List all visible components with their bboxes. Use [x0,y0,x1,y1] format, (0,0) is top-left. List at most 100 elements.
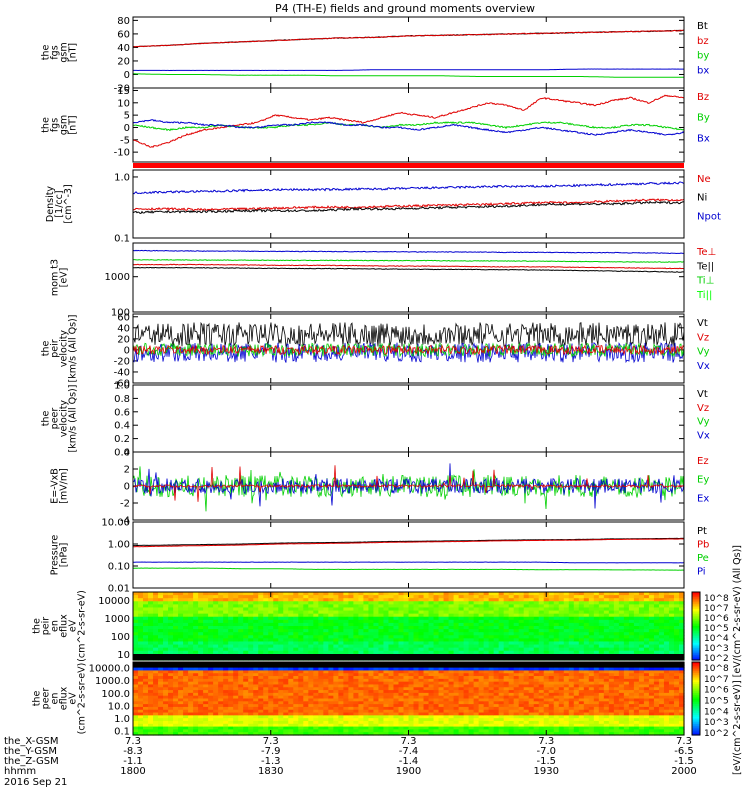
heatmap-cell [548,619,555,624]
heatmap-cell [348,726,354,730]
heatmap-cell [388,638,395,643]
heatmap-cell [293,598,299,602]
heatmap-peir_spectrogram [133,592,685,661]
heatmap-cell [133,667,139,672]
heatmap-cell [398,613,405,618]
heatmap-cell [548,638,555,643]
heatmap-cell [493,664,500,669]
heatmap-cell [203,723,209,728]
heatmap-cell [233,664,239,669]
heatmap-cell [198,695,204,700]
heatmap-cell [313,641,319,646]
heatmap-cell [133,706,139,711]
heatmap-cell [523,695,530,700]
heatmap-cell [248,626,254,630]
heatmap-cell [568,650,575,655]
heatmap-cell [413,632,420,636]
heatmap-cell [248,704,254,708]
heatmap-cell [258,720,264,725]
heatmap-cell [423,607,430,612]
heatmap-cell [498,732,505,736]
heatmap-cell [488,698,495,702]
heatmap-cell [268,720,274,725]
heatmap-cell [438,720,445,725]
heatmap-cell [363,670,370,674]
heatmap-cell [213,616,219,621]
heatmap-cell [528,613,535,618]
heatmap-cell [503,709,510,714]
heatmap-cell [403,690,410,694]
heatmap-cell [483,670,490,674]
heatmap-cell [558,635,565,639]
heatmap-cell [438,684,445,688]
heatmap-cell [353,601,360,605]
heatmap-cell [418,647,425,652]
heatmap-cell [338,704,344,708]
heatmap-cell [138,690,144,694]
heatmap-cell [463,695,470,700]
heatmap-cell [148,613,154,618]
heatmap-cell [193,692,199,697]
heatmap-cell [303,684,309,688]
heatmap-cell [418,592,425,596]
heatmap-cell [133,690,139,694]
heatmap-cell [403,701,410,705]
heatmap-cell [218,632,224,636]
heatmap-cell [253,715,259,719]
heatmap-cell [153,638,159,643]
heatmap-cell [163,664,169,669]
heatmap-cell [373,610,380,615]
heatmap-cell [283,662,289,666]
heatmap-cell [458,670,465,674]
heatmap-cell [443,712,450,716]
heatmap-cell [468,613,475,618]
heatmap-cell [208,715,214,719]
heatmap-cell [608,632,615,636]
heatmap-cell [483,604,490,609]
heatmap-cell [658,629,665,633]
heatmap-cell [433,692,440,697]
heatmap-cell [618,638,625,643]
heatmap-cell [578,601,585,605]
heatmap-cell [188,641,194,646]
heatmap-cell [388,622,395,627]
heatmap-cell [658,644,665,649]
heatmap-cell [578,610,585,615]
heatmap-cell [548,635,555,639]
heatmap-cell [138,644,144,649]
heatmap-cell [193,635,199,639]
heatmap-cell [403,629,410,633]
heatmap-cell [178,670,184,674]
heatmap-cell [418,613,425,618]
heatmap-cell [383,595,390,599]
heatmap-cell [468,647,475,652]
heatmap-cell [438,712,445,716]
heatmap-cell [658,626,665,630]
heatmap-cell [318,662,324,666]
heatmap-cell [343,607,349,612]
heatmap-cell [328,715,334,719]
heatmap-cell [673,632,680,636]
heatmap-cell [568,607,575,612]
heatmap-cell [393,632,400,636]
heatmap-cell [223,607,229,612]
heatmap-cell [373,695,380,700]
heatmap-cell [198,729,204,733]
heatmap-cell [408,644,415,649]
heatmap-cell [643,601,650,605]
heatmap-cell [198,684,204,688]
heatmap-cell [563,638,570,643]
heatmap-cell [353,607,360,612]
heatmap-cell [258,715,264,719]
heatmap-cell [638,598,645,602]
heatmap-cell [263,641,269,646]
heatmap-cell [318,650,324,655]
heatmap-cell [653,635,660,639]
heatmap-cell [523,647,530,652]
heatmap-cell [443,635,450,639]
heatmap-cell [308,718,314,722]
heatmap-cell [558,601,565,605]
heatmap-cell [243,622,249,627]
heatmap-cell [423,729,430,733]
heatmap-cell [418,662,425,666]
